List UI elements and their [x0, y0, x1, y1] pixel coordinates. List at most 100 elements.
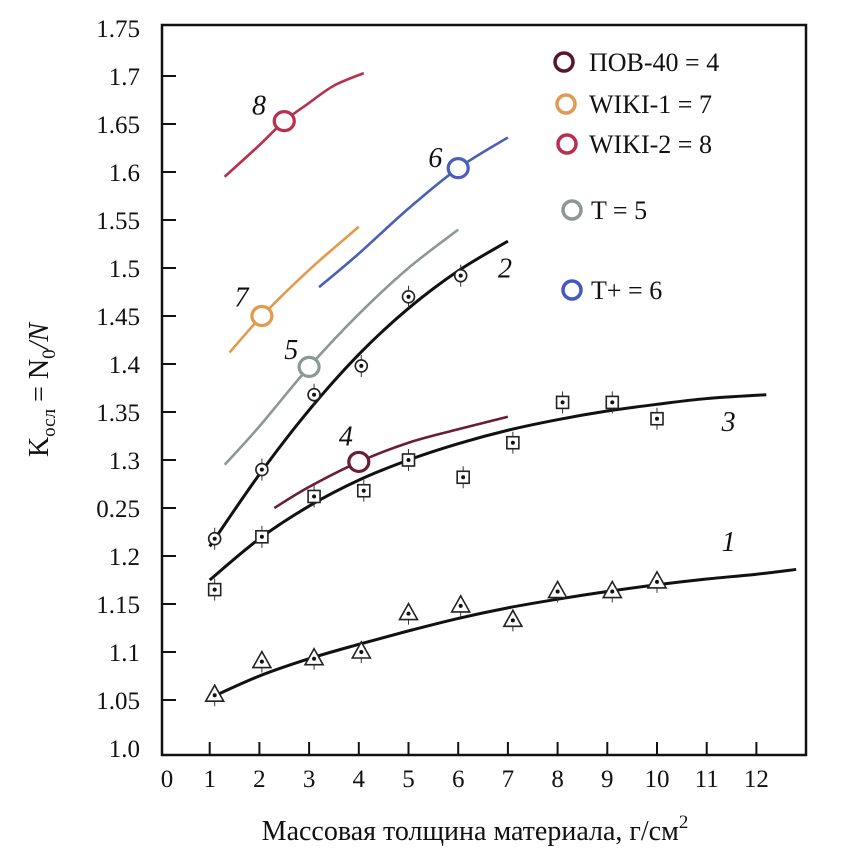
data-point-1: [502, 608, 524, 632]
center-dot: [406, 294, 411, 299]
y-tick-label: 1.75: [96, 16, 140, 43]
center-dot: [212, 587, 217, 592]
data-point-2: [255, 458, 269, 481]
center-dot: [610, 589, 615, 594]
y-tick-label: 1.55: [96, 208, 140, 235]
center-dot: [312, 494, 317, 499]
curve-label-5: 5: [284, 335, 298, 366]
x-tick-label: 2: [253, 766, 266, 793]
legend-item: T+ = 6: [561, 276, 662, 305]
legend-circle-icon: [561, 199, 583, 221]
curve-label-1: 1: [722, 527, 736, 558]
y-tick-label: 1.15: [96, 592, 140, 619]
data-point-1: [303, 647, 325, 670]
legend-circle-icon: [561, 279, 583, 301]
y-tick-label: 1.45: [96, 304, 140, 331]
x-axis-label: Массовая толщина материала, г/см2: [262, 812, 689, 847]
data-point-3: [401, 449, 416, 471]
curve-label-4: 4: [339, 422, 353, 453]
y-label-tail: /N: [24, 322, 55, 352]
y-tick-label: 1.65: [96, 112, 140, 139]
x-axis: 0 1 2 3 4 5 6 7 8 9 10 11 12: [161, 742, 769, 793]
data-point-1: [646, 570, 668, 593]
x-tick-label: 8: [551, 766, 564, 793]
center-dot: [259, 467, 264, 472]
x-tick-label: 10: [645, 766, 670, 793]
center-dot: [560, 400, 565, 405]
data-point-3: [307, 485, 321, 508]
center-dot: [359, 363, 364, 368]
y-label-n-sub: 0: [39, 349, 60, 359]
center-dot: [406, 611, 411, 616]
legend-label: T+ = 6: [591, 276, 662, 305]
y-tick-label: 1.35: [96, 400, 140, 427]
legend-item: T = 5: [561, 196, 647, 225]
x-label-sup: 2: [679, 812, 689, 833]
series-curve-3: [208, 393, 767, 582]
data-point-2: [453, 264, 468, 287]
data-point-3: [650, 407, 664, 430]
y-tick-label: 1.05: [96, 688, 140, 715]
data-point-1: [398, 601, 419, 625]
open-circle-marker-5: [297, 355, 321, 378]
data-point-2: [307, 383, 321, 406]
curve-labels: 1 2 3 4 5 6 7 8: [235, 90, 736, 558]
y-tick-label: 1.5: [109, 256, 140, 283]
series-curve-2: [208, 239, 509, 548]
center-dot: [212, 693, 217, 698]
legend-label: WIKI-2 = 8: [589, 130, 712, 159]
x-tick-label: 3: [303, 766, 316, 793]
legend-item: WIKI-1 = 7: [555, 90, 712, 119]
legend-label: ПОВ-40 = 4: [589, 48, 719, 77]
curve-label-7: 7: [235, 282, 250, 313]
legend-item: ПОВ-40 = 4: [553, 48, 719, 77]
y-axis-label: Kосл = N0/N: [24, 322, 60, 457]
series-curve-5: [223, 228, 459, 466]
x-tick-label: 4: [353, 766, 366, 793]
data-point-3: [605, 391, 620, 414]
y-label-eq: = N: [24, 359, 55, 409]
x-tick-label: 6: [452, 766, 465, 793]
open-circle-marker-7: [250, 304, 274, 328]
x-tick-label: 1: [203, 766, 216, 793]
data-point-3: [356, 479, 371, 502]
data-point-2: [401, 285, 416, 308]
series-curve-6: [318, 136, 509, 289]
x-tick-label: 9: [601, 766, 614, 793]
center-dot: [461, 475, 466, 480]
data-point-3: [555, 391, 570, 414]
series-curve-4: [273, 415, 509, 510]
legend: ПОВ-40 = 4 WIKI-1 = 7 WIKI-2 = 8 T = 5 T+ = …: [553, 48, 719, 305]
legend-circle-icon: [555, 93, 577, 115]
center-dot: [259, 534, 264, 539]
open-circle-marker-8: [272, 110, 296, 133]
center-dot: [510, 618, 515, 623]
legend-label: T = 5: [591, 196, 647, 225]
data-point-1: [204, 683, 226, 707]
x-tick-label: 12: [744, 766, 769, 793]
center-dot: [406, 458, 411, 462]
center-dot: [212, 536, 217, 541]
y-tick-label: 1.3: [109, 448, 140, 475]
data-point-1: [350, 640, 372, 663]
series-curve-7: [228, 225, 360, 354]
series-curve-1: [209, 567, 797, 700]
legend-item: WIKI-2 = 8: [556, 130, 712, 159]
data-points: [204, 110, 668, 707]
data-point-3: [207, 578, 222, 601]
x-tick-label: 5: [402, 766, 415, 793]
curve-label-3: 3: [721, 407, 736, 438]
data-point-3: [255, 525, 269, 548]
data-point-1: [601, 579, 623, 603]
x-label-text: Массовая толщина материала, г/см: [262, 816, 679, 847]
curve-label-2: 2: [498, 254, 512, 285]
curve-label-8: 8: [252, 90, 266, 121]
y-tick-label: 1.0: [109, 736, 140, 763]
data-point-1: [547, 579, 568, 603]
center-dot: [361, 488, 366, 493]
center-dot: [458, 603, 463, 608]
center-dot: [359, 650, 364, 654]
data-point-3: [456, 466, 470, 489]
data-point-1: [251, 649, 273, 673]
